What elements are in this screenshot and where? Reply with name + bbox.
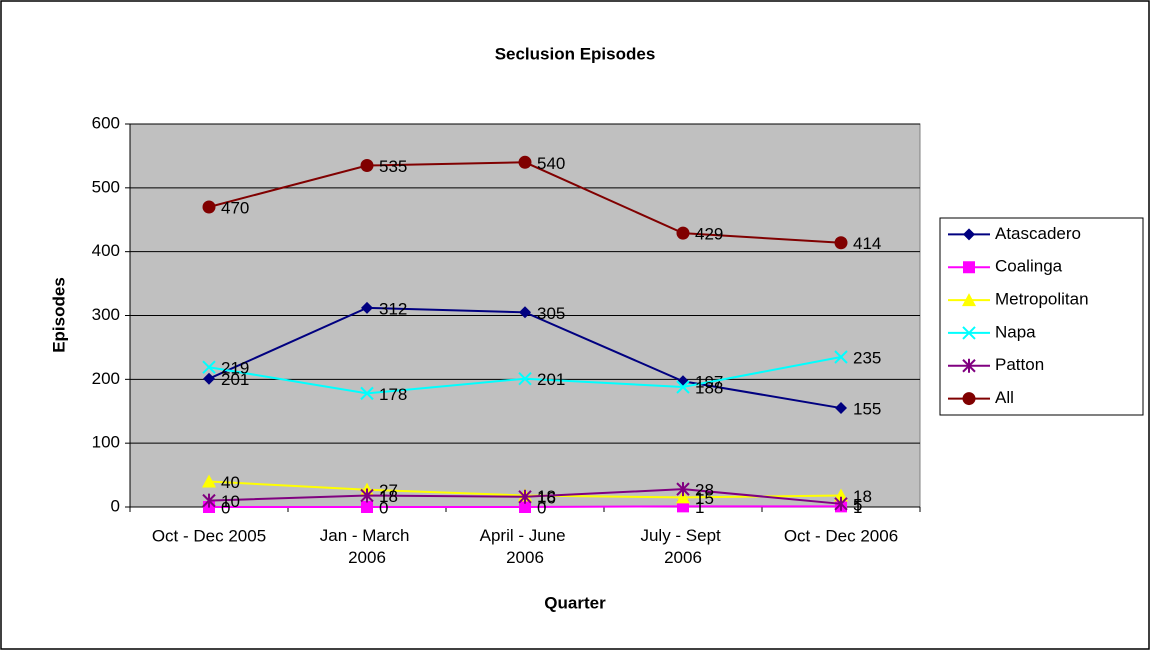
data-label: 235 xyxy=(853,348,881,367)
data-label: 188 xyxy=(695,378,723,397)
marker xyxy=(834,488,848,502)
marker xyxy=(676,226,690,240)
data-label: 0 xyxy=(379,498,388,517)
legend xyxy=(939,217,1144,416)
marker xyxy=(962,326,976,340)
marker xyxy=(360,386,374,401)
x-tick-label: Jan - March 2006 xyxy=(320,526,414,567)
marker xyxy=(676,482,690,497)
marker xyxy=(963,261,975,274)
y-tick-label: 400 xyxy=(92,241,120,260)
marker xyxy=(963,228,975,241)
data-label: 16 xyxy=(537,488,556,507)
data-label: 305 xyxy=(537,304,565,323)
marker xyxy=(834,236,848,250)
data-label: 0 xyxy=(537,498,546,517)
x-tick-label: Oct - Dec 2006 xyxy=(784,526,898,545)
marker xyxy=(518,371,532,386)
data-label: 470 xyxy=(221,198,249,217)
y-tick-label: 500 xyxy=(92,177,120,196)
marker xyxy=(518,155,532,169)
marker xyxy=(203,372,215,385)
marker xyxy=(519,501,531,513)
data-label: 201 xyxy=(221,370,249,389)
data-label: 1 xyxy=(695,498,704,517)
x-tick-label: April - June 2006 xyxy=(480,526,571,567)
marker xyxy=(361,301,373,314)
legend-label: Napa xyxy=(995,322,1036,341)
marker xyxy=(676,380,690,394)
data-label: 15 xyxy=(695,489,714,508)
y-tick-label: 100 xyxy=(92,433,120,452)
marker xyxy=(360,488,374,503)
marker xyxy=(962,293,976,307)
data-label: 1 xyxy=(853,498,862,517)
data-label: 312 xyxy=(379,299,407,318)
legend-label: Coalinga xyxy=(995,257,1063,276)
data-label: 10 xyxy=(221,492,240,511)
y-axis-label: Episodes xyxy=(49,277,68,353)
y-tick-label: 300 xyxy=(92,305,120,324)
data-label: 28 xyxy=(695,481,714,500)
marker xyxy=(360,158,374,172)
x-tick-label: July - Sept 2006 xyxy=(640,526,725,567)
marker xyxy=(202,360,216,374)
marker xyxy=(676,490,690,504)
marker xyxy=(361,501,373,513)
marker xyxy=(962,358,976,373)
x-tick-label: Oct - Dec 2005 xyxy=(152,526,266,545)
marker xyxy=(834,496,848,511)
y-tick-label: 200 xyxy=(92,369,120,388)
y-tick-label: 0 xyxy=(111,496,120,515)
marker xyxy=(202,474,216,488)
x-axis-label: Quarter xyxy=(544,593,606,612)
chart-title: Seclusion Episodes xyxy=(495,44,656,63)
marker xyxy=(519,306,531,319)
data-label: 178 xyxy=(379,385,407,404)
data-label: 201 xyxy=(537,370,565,389)
data-label: 0 xyxy=(221,498,230,517)
data-label: 18 xyxy=(853,487,872,506)
marker xyxy=(202,200,216,214)
legend-label: Metropolitan xyxy=(995,290,1089,309)
legend-label: Patton xyxy=(995,355,1044,374)
legend-label: Atascadero xyxy=(995,224,1081,243)
marker xyxy=(834,350,848,364)
data-label: 414 xyxy=(853,234,881,253)
data-label: 219 xyxy=(221,359,249,378)
marker xyxy=(518,489,532,504)
data-label: 18 xyxy=(379,487,398,506)
y-tick-label: 600 xyxy=(92,113,120,132)
data-label: 40 xyxy=(221,473,240,492)
data-label: 5 xyxy=(853,495,862,514)
data-label: 155 xyxy=(853,400,881,419)
data-label: 540 xyxy=(537,154,565,173)
legend-label: All xyxy=(995,388,1014,407)
marker xyxy=(835,402,847,415)
data-label: 535 xyxy=(379,157,407,176)
marker xyxy=(202,493,216,508)
marker xyxy=(962,392,976,406)
data-label: 429 xyxy=(695,225,723,244)
